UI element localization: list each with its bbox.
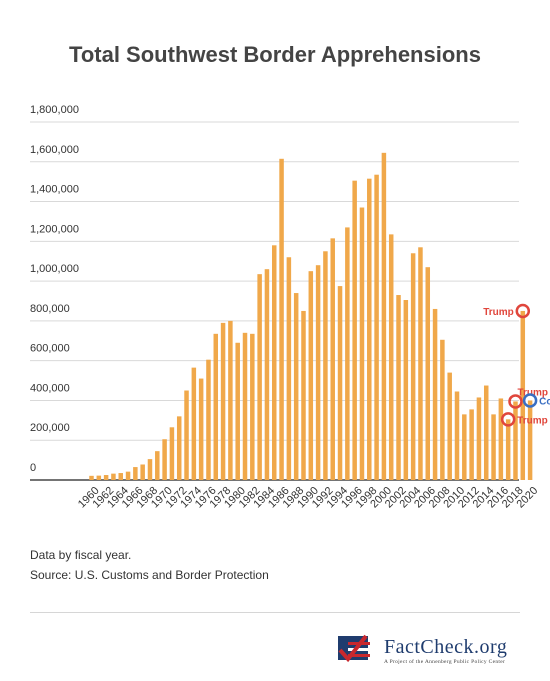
y-tick-label: 1,600,000 [30,144,79,156]
bar-1976 [206,359,211,480]
bar-1963 [111,473,116,480]
bar-2015 [491,414,496,480]
bar-1999 [374,174,379,480]
annotation-circle [515,303,531,319]
y-tick-label: 1,400,000 [30,184,79,196]
annotation-circle [522,393,538,408]
bar-1973 [184,390,189,480]
bar-2020 [527,400,533,480]
bar-1974 [191,367,197,480]
bar-1977 [213,333,219,480]
bar-1968 [147,459,153,480]
y-axis-tick-labels: 0 200,000 400,000 600,000 800,000 1,000,000 1,… [30,104,79,474]
annotation-circle [508,394,523,409]
bar-2017 [505,419,511,480]
bar-1967 [140,464,145,480]
y-tick-label: 400,000 [30,382,70,394]
note-fiscal-year: Data by fiscal year. [30,548,132,562]
bar-1989 [301,310,306,480]
bar-2002 [396,295,401,480]
bar-1988 [293,293,299,480]
bar-1979 [228,320,233,480]
bar-2001 [388,234,394,480]
y-tick-label: 600,000 [30,343,70,355]
bar-2008 [440,339,445,480]
bar-2013 [476,397,482,480]
bar-1991 [315,265,321,480]
bar-1985 [272,245,277,480]
logo-wordmark: FactCheck.org [384,636,508,658]
bar-1987 [286,257,292,480]
bar-1971 [169,427,175,480]
bar-2018 [513,401,518,480]
divider [30,612,520,613]
bar-1994 [337,286,343,480]
annotations: TrumpTrumpTrumpCovid [483,303,550,427]
annotation-label: Trump [483,307,514,318]
bar-2005 [418,247,423,480]
flag-check-icon [338,634,370,663]
bar-2011 [462,414,467,480]
bar-2004 [410,253,416,480]
bar-1986 [279,158,284,481]
annotation-label: Trump [517,387,548,398]
bar-2000 [381,152,387,481]
y-tick-label: 800,000 [30,303,70,315]
bar-1992 [323,251,328,480]
bar-2009 [447,372,452,480]
y-tick-label: 1,800,000 [30,104,79,116]
logo-tagline: A Project of the Annenberg Public Policy… [384,659,506,665]
bar-1965 [125,471,131,480]
chart-title: Total Southwest Border Apprehensions [69,42,481,67]
bar-1981 [242,332,248,480]
bar-1980 [235,342,240,480]
bar-1978 [220,322,226,480]
y-tick-label: 1,000,000 [30,263,79,275]
bar-2014 [483,385,489,480]
annotation-label: Covid [539,396,550,407]
bar-1972 [176,416,182,480]
bar-1962 [103,475,109,480]
bar-1966 [133,467,138,480]
annotation-label: Trump [517,415,548,426]
bar-1969 [155,451,160,480]
factcheck-logo[interactable]: FactCheck.org A Project of the Annenberg… [336,630,526,670]
bar-2006 [425,267,431,480]
bar-1983 [257,274,262,480]
bar-2010 [454,391,460,480]
annotation-circle [500,412,516,427]
x-axis-tick-labels: 1960196219641966196819701972197419761978… [76,485,540,511]
bar-1990 [308,271,314,480]
bar-2019 [520,310,526,480]
bar-1993 [330,238,335,480]
bar-2016 [498,398,504,480]
bar-1961 [96,475,102,480]
y-tick-label: 0 [30,462,36,474]
bar-1996 [352,180,357,480]
bar-1970 [162,439,167,480]
bar-2003 [403,300,409,480]
bars [89,152,533,481]
bar-2012 [469,409,474,480]
bar-1995 [345,227,350,480]
bar-1982 [250,333,255,480]
bar-1975 [198,378,204,480]
bar-1997 [359,207,365,480]
note-source: Source: U.S. Customs and Border Protecti… [30,568,269,582]
y-tick-label: 200,000 [30,422,70,434]
bar-chart: 0 200,000 400,000 600,000 800,000 1,000,000 1,… [30,104,550,511]
bar-2007 [432,308,438,480]
bar-1964 [118,473,123,480]
bar-1998 [367,178,372,480]
bar-1984 [264,269,270,480]
bar-1960 [89,475,94,480]
y-tick-label: 1,200,000 [30,223,79,235]
